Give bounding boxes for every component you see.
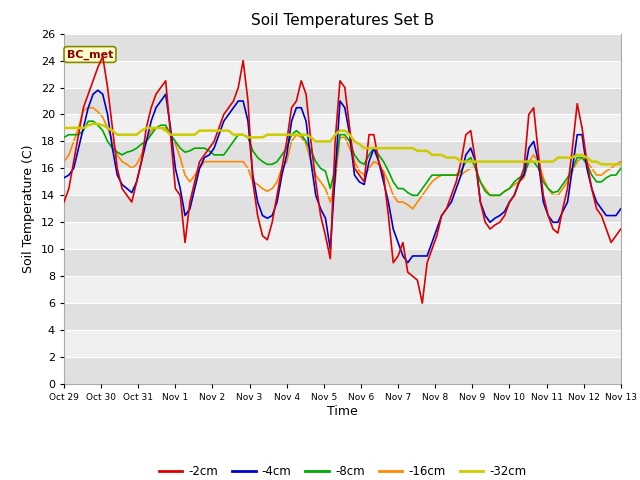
Bar [64, 195, 621, 222]
Y-axis label: Soil Temperature (C): Soil Temperature (C) [22, 144, 35, 273]
Bar [64, 168, 621, 195]
Bar [64, 142, 621, 168]
Bar [64, 357, 621, 384]
Title: Soil Temperatures Set B: Soil Temperatures Set B [251, 13, 434, 28]
Bar [64, 222, 621, 249]
Text: BC_met: BC_met [67, 49, 113, 60]
Bar [64, 114, 621, 142]
Bar [64, 87, 621, 114]
X-axis label: Time: Time [327, 405, 358, 418]
Legend: -2cm, -4cm, -8cm, -16cm, -32cm: -2cm, -4cm, -8cm, -16cm, -32cm [154, 461, 531, 480]
Bar [64, 330, 621, 357]
Bar [64, 60, 621, 87]
Bar [64, 249, 621, 276]
Bar [64, 276, 621, 303]
Bar [64, 34, 621, 60]
Bar [64, 303, 621, 330]
